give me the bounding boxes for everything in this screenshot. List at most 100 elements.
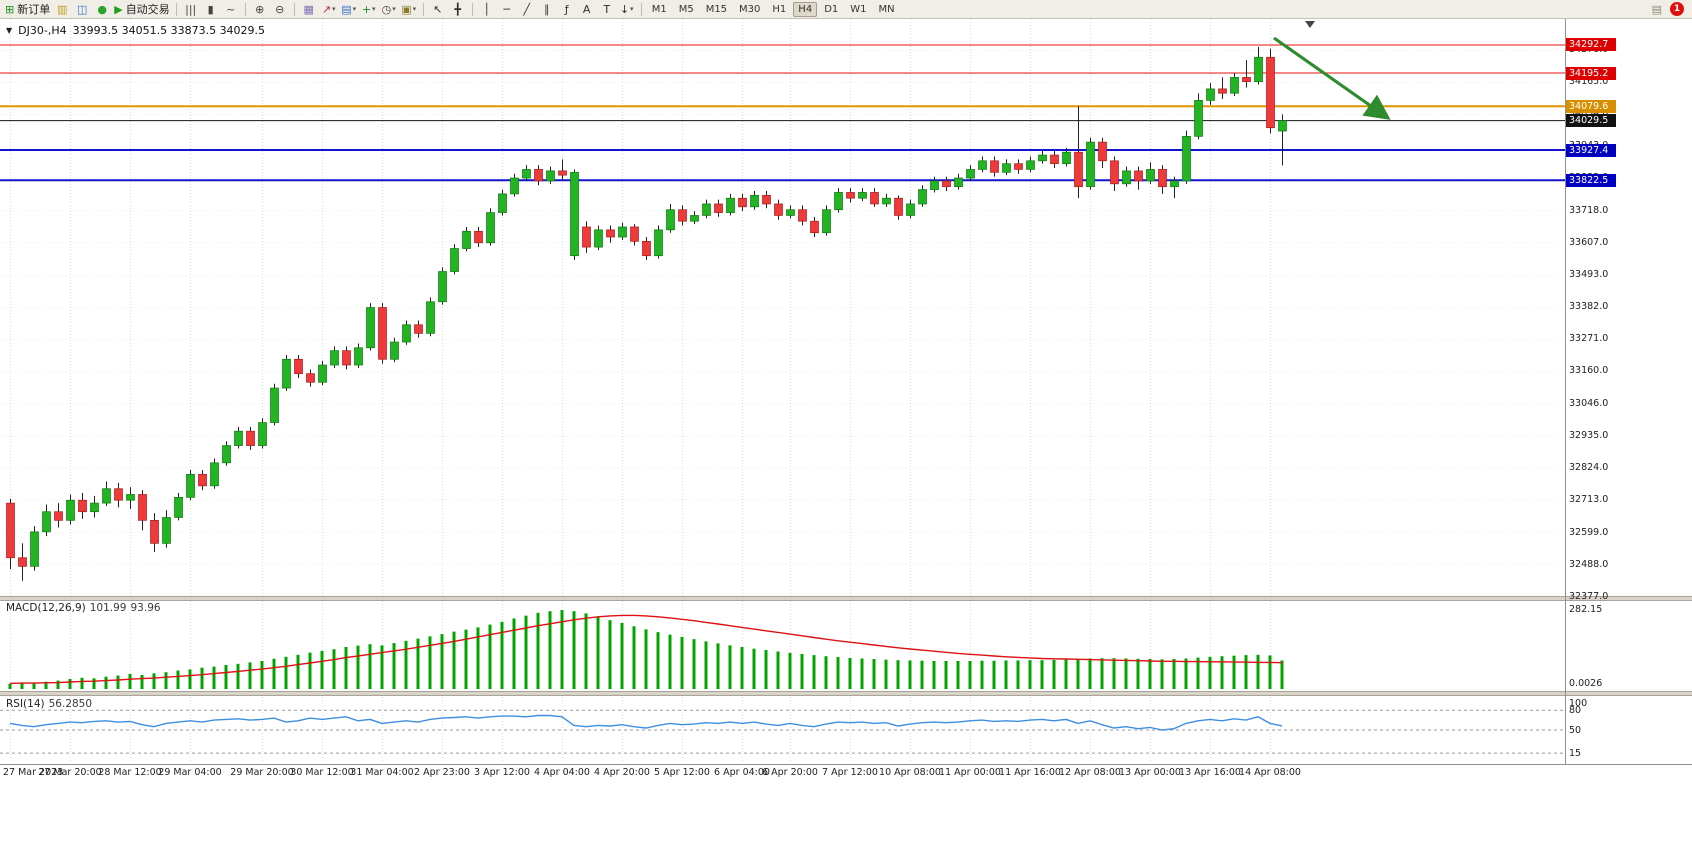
rsi-level-label: 80: [1569, 705, 1582, 717]
toolbar-separator: [422, 2, 424, 16]
zoom-in-button[interactable]: ⊕: [250, 1, 270, 18]
price-tick-label: 33607.0: [1569, 236, 1609, 248]
fibonacci-icon: ƒ: [564, 2, 569, 16]
chart-symbol-period: DJ30-,H4: [18, 24, 67, 37]
autotrading-button[interactable]: ▶ 自动交易: [112, 1, 171, 18]
vertical-line-button[interactable]: │: [477, 1, 497, 18]
crosshair-icon: ╋: [454, 2, 461, 16]
profiles-icon: ◫: [77, 2, 88, 16]
indicators-icon: ↗: [321, 2, 332, 16]
channel-button[interactable]: ∥: [537, 1, 557, 18]
price-tick-label: 32935.0: [1569, 429, 1609, 441]
macd-histogram: [8, 610, 1284, 689]
horizontal-level-lines: [0, 44, 1565, 182]
periods-icon: ◷: [381, 2, 392, 16]
tile-windows-button[interactable]: ▦: [299, 1, 319, 18]
macd-signal-value: 93.96: [130, 602, 161, 614]
date-axis-label: 10 Apr 08:00: [879, 767, 941, 778]
price-tick-label: 33046.0: [1569, 398, 1609, 410]
date-axis-label: 4 Apr 20:00: [594, 767, 650, 778]
line-chart-button[interactable]: ~: [221, 1, 241, 18]
date-axis-label: 27 Mar 20:00: [38, 767, 102, 778]
trend-arrow: [1273, 36, 1391, 120]
date-axis-label: 6 Apr 20:00: [762, 767, 818, 778]
periods-button[interactable]: ◷ ▾: [379, 1, 399, 18]
cursor-button[interactable]: ↖: [428, 1, 448, 18]
notification-badge[interactable]: 1: [1670, 2, 1684, 16]
zoom-out-button[interactable]: ⊖: [270, 1, 290, 18]
dropdown-arrow-icon: ▾: [332, 5, 336, 13]
timeframe-h4-button[interactable]: H4: [793, 1, 818, 17]
candles-group: [6, 46, 1287, 581]
date-axis-label: 5 Apr 12:00: [654, 767, 710, 778]
new-chart-icon: ▥: [57, 2, 68, 16]
date-axis-label: 13 Apr 16:00: [1179, 767, 1241, 778]
price-tick-label: 33382.0: [1569, 301, 1609, 313]
timeframe-m5-button[interactable]: M5: [678, 3, 694, 15]
timeframe-w1-button[interactable]: W1: [850, 3, 867, 15]
price-tick-label: 32377.0: [1569, 590, 1609, 602]
arrows-button[interactable]: ↓ ▾: [617, 1, 637, 18]
date-axis-label: 30 Mar 12:00: [290, 767, 354, 778]
date-axis-label: 27 Mar 2023: [3, 767, 64, 778]
fibonacci-button[interactable]: ƒ: [557, 1, 577, 18]
text-button[interactable]: A: [577, 1, 597, 18]
news-icon[interactable]: ▤: [1651, 3, 1662, 16]
add-indicator-icon: +: [361, 2, 372, 16]
price-tick-label: 33718.0: [1569, 204, 1609, 216]
zoom-in-icon: ⊕: [255, 2, 265, 16]
crosshair-button[interactable]: ╋: [448, 1, 468, 18]
price-tick-label: 33271.0: [1569, 333, 1609, 345]
trendline-icon: ╱: [523, 2, 530, 16]
timeframe-mn-button[interactable]: MN: [878, 3, 895, 15]
arrows-icon: ↓: [619, 2, 630, 16]
macd-indicator-label: MACD(12,26,9) 101.99 93.96: [6, 602, 161, 614]
new-order-button-label: 新订单: [17, 3, 51, 16]
indicators-button[interactable]: ↗ ▾: [319, 1, 339, 18]
chart-dropdown-icon[interactable]: ▼: [6, 26, 13, 35]
price-tick-label: 32488.0: [1569, 558, 1609, 570]
chart-shift-marker: [1305, 21, 1315, 28]
add-indicator-button[interactable]: + ▾: [359, 1, 379, 18]
new-chart-button[interactable]: ▥: [52, 1, 72, 18]
refresh-button[interactable]: ●: [92, 1, 112, 18]
line-chart-icon: ~: [226, 2, 236, 16]
price-tick-label: 32824.0: [1569, 461, 1609, 473]
timeframe-m15-button[interactable]: M15: [705, 3, 728, 15]
indicator-list-button[interactable]: ▤ ▾: [339, 1, 359, 18]
toolbar-separator: [293, 2, 295, 16]
date-axis-label: 11 Apr 00:00: [939, 767, 1001, 778]
rsi-level-label: 15: [1569, 748, 1582, 760]
dropdown-arrow-icon: ▾: [352, 5, 357, 13]
horizontal-line-icon: ─: [503, 2, 510, 16]
templates-button[interactable]: ▣ ▾: [399, 1, 419, 18]
macd-name: MACD(12,26,9): [6, 602, 86, 614]
date-axis-label: 28 Mar 12:00: [98, 767, 162, 778]
templates-icon: ▣: [401, 2, 412, 16]
timeframe-m1-button[interactable]: M1: [651, 3, 667, 15]
text-label-icon: T: [603, 2, 611, 16]
text-label-button[interactable]: T: [597, 1, 617, 18]
new-order-icon: ⊞: [5, 2, 15, 16]
horizontal-line-button[interactable]: ─: [497, 1, 517, 18]
date-axis-label: 3 Apr 12:00: [474, 767, 530, 778]
candlestick-chart-button[interactable]: ▮: [201, 1, 221, 18]
timeframe-m30-button[interactable]: M30: [739, 3, 761, 15]
macd-main-value: 101.99: [89, 602, 127, 614]
date-axis-label: 4 Apr 04:00: [534, 767, 590, 778]
text-icon: A: [582, 2, 591, 16]
price-tick-label: 33493.0: [1569, 269, 1609, 281]
timeframe-h1-button[interactable]: H1: [772, 3, 787, 15]
rsi-name: RSI(14): [6, 698, 45, 710]
price-tick-label: 34165.0: [1569, 76, 1609, 88]
price-level-label: 34195.2: [1566, 66, 1616, 80]
profiles-button[interactable]: ◫: [72, 1, 92, 18]
price-level-label: 34079.6: [1566, 99, 1616, 113]
toolbar: ⊞ 新订单 ▥ ◫ ● ▶ 自动交易 ||| ▮ ~ ⊕ ⊖ ▦ ↗ ▾ ▤ ▾ + ▾ ◷ ▾ ▣ ▾ ↖ ╋ │ ─ ╱ ∥ ƒ A T ↓…: [0, 0, 1692, 19]
macd-min-label: 0.0026: [1569, 678, 1603, 689]
new-order-button[interactable]: ⊞ 新订单: [3, 1, 52, 18]
timeframe-d1-button[interactable]: D1: [824, 3, 839, 15]
trendline-button[interactable]: ╱: [517, 1, 537, 18]
bar-chart-button[interactable]: |||: [181, 1, 201, 18]
